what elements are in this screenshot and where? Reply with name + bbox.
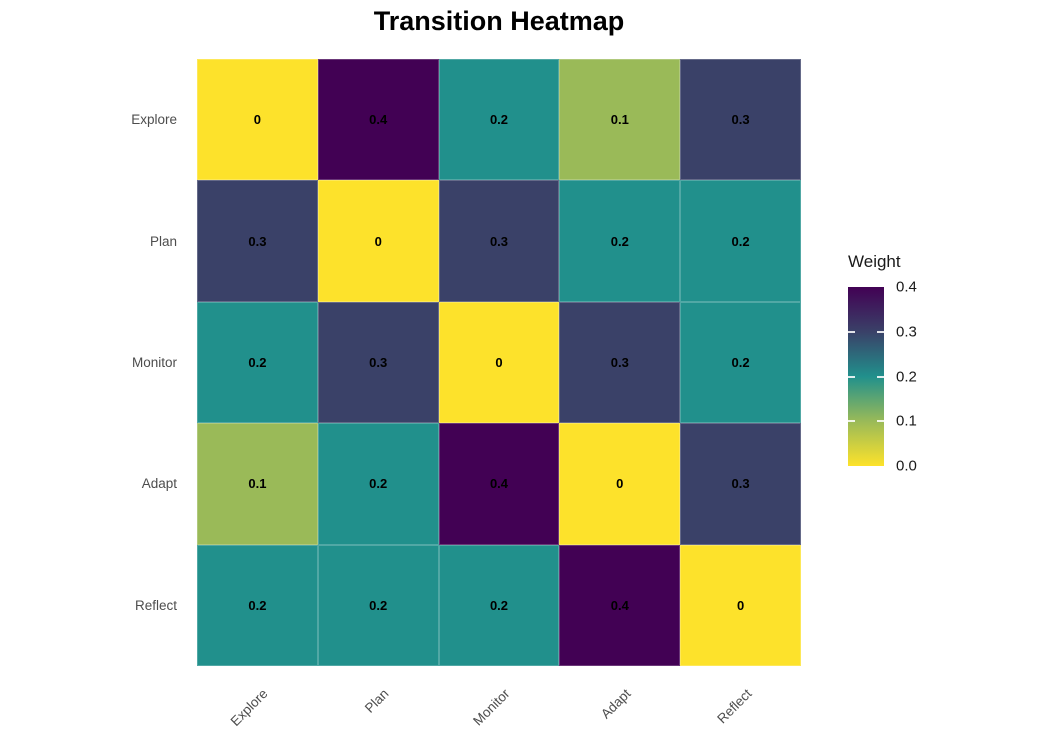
cell-value-label: 0.2 [248,354,267,370]
y-axis-tick-label: Monitor [131,355,177,371]
legend-tick-labels: 0.4 0.3 0.2 0.1 0.0 [847,252,1007,482]
heatmap-cell: 0.4 [438,423,560,545]
heatmap-cell: 0.3 [317,301,439,424]
cell-value-label: 0 [253,112,262,128]
x-axis-tick-label: Explore [228,686,271,729]
colorbar-tick-mark [877,375,884,378]
heatmap-cell: 0.4 [559,544,681,666]
heatmap-cell: 0 [680,544,801,666]
legend-tick-label: 0.1 [896,412,917,430]
heatmap-cell: 0.2 [317,423,439,545]
cell-value-label: 0.2 [248,597,267,613]
x-axis-labels: Explore Plan Monitor Adapt Reflect [197,666,801,750]
heatmap-cell: 0 [317,180,439,302]
heatmap-cell: 0.2 [559,180,681,302]
heatmap-cell: 0 [559,423,681,545]
legend-tick-label: 0.3 [896,323,917,341]
x-axis-tick-label: Reflect [713,686,755,727]
heatmap-cell: 0.3 [559,301,681,424]
legend-tick-label: 0.0 [896,457,917,475]
y-axis-tick-label: Reflect [134,597,177,613]
colorbar-tick-mark [877,330,884,333]
cell-value-label: 0.4 [369,112,388,128]
chart-title: Transition Heatmap [373,6,625,36]
heatmap-cell: 0.3 [197,180,318,302]
y-axis-labels: Explore Plan Monitor Adapt Reflect [0,59,177,666]
colorbar-tick-mark [848,420,855,423]
cell-value-label: 0.1 [248,476,267,492]
heatmap-cell: 0.1 [197,423,318,545]
x-axis-tick-label: Plan [362,686,392,716]
heatmap-panel: 0 0.4 0.2 0.1 0.3 0.3 0 0.3 0.2 0.2 0.2 0.3 0 0.3 0.2 0… [197,59,801,666]
heatmap-cell: 0 [197,59,318,181]
heatmap-cell: 0.3 [680,423,801,545]
colorbar-tick-mark [877,420,884,423]
cell-value-label: 0.4 [489,476,509,492]
cell-value-label: 0.2 [369,597,388,613]
cell-value-label: 0.2 [369,476,388,492]
cell-value-label: 0.2 [489,597,509,613]
x-axis-tick-label: Adapt [597,686,634,722]
heatmap-cell: 0.2 [197,544,318,666]
heatmap-cell: 0.3 [680,59,801,181]
cell-value-label: 0 [736,597,745,613]
y-axis-tick-label: Explore [131,112,177,128]
colorbar-tick-mark [848,330,855,333]
legend-colorbar [848,287,884,466]
colorbar-tick-mark [848,375,855,378]
legend: Weight 0.4 0.3 0.2 0.1 0.0 [847,252,1007,482]
heatmap-cell: 0.1 [559,59,681,181]
heatmap-cell: 0 [438,301,560,424]
y-axis-tick-label: Plan [149,233,177,249]
cell-value-label: 0.3 [489,233,509,249]
cell-value-label: 0.1 [610,112,629,128]
y-axis-tick-label: Adapt [141,476,177,492]
cell-value-label: 0.3 [369,354,388,370]
cell-value-label: 0.3 [731,476,750,492]
cell-value-label: 0.3 [248,233,267,249]
cell-value-label: 0.3 [610,354,629,370]
cell-value-label: 0.2 [731,354,750,370]
heatmap-cell: 0.2 [438,59,560,181]
legend-tick-label: 0.4 [896,278,917,296]
cell-value-label: 0 [616,476,624,492]
cell-value-label: 0.2 [731,233,750,249]
heatmap-cell: 0.2 [197,301,318,424]
legend-tick-label: 0.2 [896,368,917,385]
cell-value-label: 0.2 [610,233,629,249]
legend-title: Weight [848,252,901,271]
heatmap-cell: 0.2 [680,180,801,302]
cell-value-label: 0 [374,233,382,249]
heatmap-cell: 0.2 [680,301,801,424]
cell-value-label: 0.3 [731,112,750,128]
cell-value-label: 0.2 [489,112,509,128]
heatmap-cell: 0.2 [317,544,439,666]
heatmap-cell: 0.4 [317,59,439,181]
heatmap-cell: 0.3 [438,180,560,302]
x-axis-tick-label: Monitor [470,686,513,729]
cell-value-label: 0 [495,354,503,370]
heatmap-cell: 0.2 [438,544,560,666]
cell-value-label: 0.4 [610,597,629,613]
